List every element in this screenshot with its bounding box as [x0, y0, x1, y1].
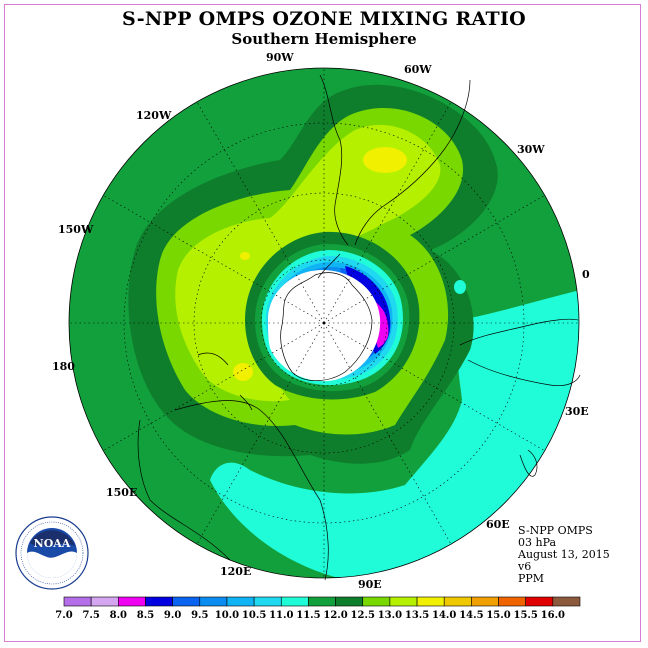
- lon-label-150e: 150E: [106, 486, 137, 499]
- no-data-region: [268, 270, 381, 382]
- graticule: [69, 68, 579, 578]
- colorbar-swatch: [226, 596, 255, 607]
- colorbar-swatch: [63, 596, 92, 607]
- colorbar-swatch: [118, 596, 146, 607]
- colorbar-tick-label: 16.0: [541, 610, 565, 621]
- lon-label-30e: 30E: [565, 405, 589, 418]
- field-13-5-patch: [363, 147, 407, 173]
- colorbar-swatch: [253, 596, 282, 607]
- map-border: [68, 67, 580, 579]
- coastlines: [137, 74, 581, 581]
- noaa-logo-text: NOAA: [34, 537, 71, 550]
- colorbar-swatch: [90, 596, 119, 607]
- colorbar-swatch: [280, 596, 309, 607]
- lon-label-150w: 150W: [58, 223, 94, 236]
- colorbar-tick-label: 15.5: [514, 610, 538, 621]
- colorbar-swatch: [199, 596, 228, 607]
- colorbar-tick-label: 7.0: [55, 610, 72, 621]
- colorbar-tick-label: 11.5: [296, 610, 320, 621]
- colorbar-swatch: [335, 596, 364, 607]
- africa-coast: [459, 318, 581, 386]
- madagascar-coast: [519, 449, 538, 477]
- colorbar-swatch: [525, 596, 554, 607]
- colorbar-swatch: [443, 596, 472, 607]
- lon-label-180: 180: [52, 360, 75, 373]
- colorbar-swatch: [498, 596, 526, 607]
- chart-subtitle: Southern Hemisphere: [231, 30, 417, 48]
- colorbar-swatch: [172, 596, 201, 607]
- lon-label-120w: 120W: [136, 109, 172, 122]
- colorbar-tick-label: 15.0: [486, 610, 510, 621]
- field-13-5-patch: [240, 252, 250, 260]
- info-units: PPM: [518, 572, 545, 585]
- lon-label-60w: 60W: [404, 63, 432, 76]
- new-zealand-coast: [197, 352, 253, 411]
- colorbar-tick-label: 13.5: [405, 610, 429, 621]
- colorbar-tick-label: 12.0: [323, 610, 347, 621]
- field-12-5-patch: [308, 410, 336, 426]
- colorbar-tick-label: 13.0: [378, 610, 402, 621]
- colorbar-tick-label: 14.5: [459, 610, 483, 621]
- colorbar-tick-label: 9.5: [191, 610, 208, 621]
- info-date: August 13, 2015: [518, 548, 610, 561]
- plot-frame: [4, 4, 641, 642]
- lon-label-0: 0: [582, 268, 590, 281]
- ozone-field: [69, 68, 579, 578]
- colorbar-tick-label: 12.5: [351, 610, 375, 621]
- info-product: S-NPP OMPS: [518, 524, 593, 537]
- lon-label-30w: 30W: [517, 143, 545, 156]
- field-13-0-band: [175, 124, 441, 402]
- colorbar-tick-label: 14.0: [432, 610, 456, 621]
- lon-label-90e: 90E: [358, 578, 382, 591]
- colorbar-swatch: [552, 596, 581, 607]
- colorbar: 7.0 7.5 8.0 8.5 9.0 9.5 10.0 10.5 11.0 11.5 12.0 12…: [55, 596, 581, 621]
- lon-label-120e: 120E: [220, 565, 251, 578]
- info-version: v6: [518, 560, 532, 573]
- info-level: 03 hPa: [518, 536, 557, 549]
- colorbar-swatch: [362, 596, 391, 607]
- colorbar-tick-label: 10.5: [242, 610, 266, 621]
- colorbar-swatch: [145, 596, 173, 607]
- colorbar-tick-label: 10.0: [215, 610, 239, 621]
- south-pole-marker: [322, 321, 326, 325]
- field-11-0-patch: [454, 280, 466, 294]
- colorbar-tick-label: 8.0: [110, 610, 127, 621]
- antarctica-coast: [280, 272, 373, 381]
- colorbar-swatch: [416, 596, 445, 607]
- colorbar-tick-label: 7.5: [82, 610, 99, 621]
- longitude-labels: 90W 60W 30W 0 30E 60E 90E 120E 150E 180 …: [52, 51, 590, 591]
- chart-title: S-NPP OMPS OZONE MIXING RATIO: [121, 8, 527, 30]
- colorbar-tick-label: 8.5: [137, 610, 154, 621]
- south-america-coast: [319, 74, 471, 246]
- lon-label-60e: 60E: [486, 518, 510, 531]
- field-13-5-patch: [233, 363, 253, 381]
- colorbar-swatch: [471, 596, 499, 607]
- colorbar-tick-label: 11.0: [269, 610, 293, 621]
- colorbar-tick-label: 9.0: [164, 610, 181, 621]
- colorbar-swatch: [389, 596, 418, 607]
- australia-coast: [137, 400, 329, 581]
- lon-label-90w: 90W: [266, 51, 294, 64]
- antarctic-peninsula: [317, 253, 341, 279]
- colorbar-swatch: [308, 596, 336, 607]
- noaa-logo: NOAA: [15, 516, 89, 590]
